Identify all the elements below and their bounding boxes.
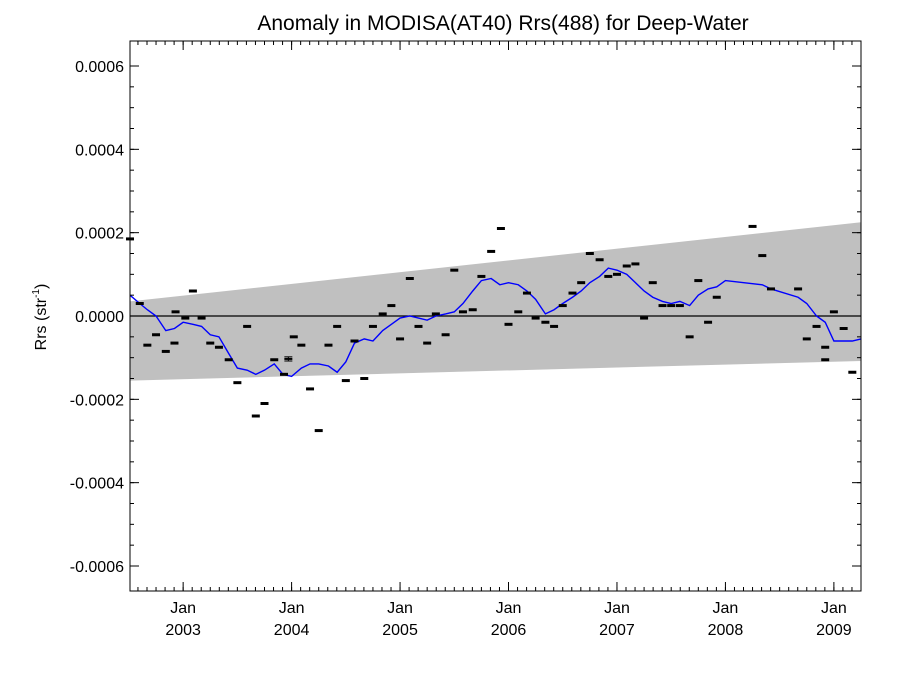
y-tick-label: 0.0002 [75, 226, 124, 243]
uncertainty-band [130, 222, 861, 381]
x-tick-month-label: Jan [604, 600, 630, 617]
x-tick-year-label: 2003 [165, 622, 201, 639]
chart-title: Anomaly in MODISA(AT40) Rrs(488) for Dee… [257, 12, 748, 35]
x-tick-year-label: 2009 [816, 622, 852, 639]
x-tick-month-label: Jan [387, 600, 413, 617]
error-bar [284, 356, 293, 362]
x-tick-month-label: Jan [713, 600, 739, 617]
y-tick-label: 0.0006 [75, 59, 124, 76]
y-tick-label: -0.0002 [70, 392, 124, 409]
monthly-anomaly-series [126, 224, 857, 433]
band-area [130, 222, 861, 381]
x-tick-year-label: 2007 [599, 622, 635, 639]
x-tick-month-label: Jan [279, 600, 305, 617]
y-tick-label: -0.0004 [70, 476, 124, 493]
x-tick-year-label: 2006 [491, 622, 527, 639]
y-tick-label: 0.0000 [75, 309, 124, 326]
running-mean-line [129, 267, 862, 378]
y-axis-label: Rrs (str-1) [31, 284, 50, 351]
x-tick-month-label: Jan [170, 600, 196, 617]
x-tick-month-label: Jan [496, 600, 522, 617]
x-tick-month-label: Jan [821, 600, 847, 617]
y-axis-ticks: 0.0006 0.0004 0.0002 0.0000 -0.0002 -0.0004 -0… [70, 59, 861, 576]
running-mean-series [129, 267, 862, 378]
x-tick-year-label: 2008 [708, 622, 744, 639]
x-axis-ticks: Jan 2003 Jan 2004 Jan 2005 Jan 2006 Jan 2007 Jan 20… [137, 41, 862, 639]
x-tick-year-label: 2004 [274, 622, 310, 639]
x-tick-year-label: 2005 [382, 622, 418, 639]
y-tick-label: 0.0004 [75, 142, 124, 159]
y-tick-label: -0.0006 [70, 559, 124, 576]
